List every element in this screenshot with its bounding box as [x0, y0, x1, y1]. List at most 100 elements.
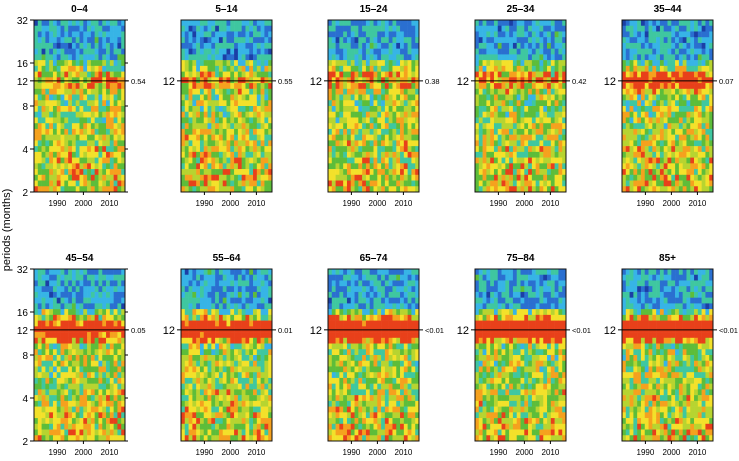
panel-3-heatmap-cell [374, 95, 378, 101]
panel-3-heatmap-cell [385, 106, 389, 112]
panel-5-heatmap-cell [698, 186, 702, 192]
panel-4-heatmap-cell [524, 112, 528, 118]
panel-1-heatmap-cell [49, 31, 53, 37]
panel-1-heatmap-cell [68, 169, 72, 175]
panel-6-heatmap-cell [61, 389, 65, 395]
panel-3-heatmap-cell [396, 54, 400, 60]
panel-3-heatmap-cell [408, 175, 412, 181]
panel-4-heatmap-cell [524, 106, 528, 112]
panel-3-heatmap-cell [396, 146, 400, 152]
panel-4-heatmap-cell [490, 123, 494, 129]
panel-7-heatmap-cell [204, 326, 208, 332]
panel-6-heatmap-cell [68, 412, 72, 418]
panel-2-heatmap-cell [196, 95, 200, 101]
panel-2-heatmap-cell [257, 100, 261, 106]
panel-4-heatmap-cell [528, 66, 532, 72]
panel-2-heatmap-cell [257, 140, 261, 146]
panel-4-heatmap-cell [502, 26, 506, 32]
panel-4-heatmap-cell [532, 158, 536, 164]
panel-3-heatmap-cell [343, 20, 347, 26]
panel-7-heatmap-cell [196, 326, 200, 332]
panel-5-heatmap-cell [690, 89, 694, 95]
panel-1-heatmap-cell [106, 66, 110, 72]
panel-2-heatmap-cell [227, 163, 231, 169]
panel-7-heatmap-cell [189, 372, 193, 378]
panel-6-heatmap-cell [95, 292, 99, 298]
panel-5-heatmap-cell [675, 146, 679, 152]
panel-2-heatmap-cell [204, 117, 208, 123]
panel-6-heatmap-cell [53, 435, 57, 441]
panel-1-heatmap-cell [110, 49, 114, 55]
panel-4-heatmap-cell [524, 83, 528, 89]
panel-1-heatmap-cell [38, 175, 42, 181]
panel-7-heatmap-cell [192, 298, 196, 304]
panel-3-heatmap-cell [408, 37, 412, 43]
panel-3-heatmap-cell [396, 112, 400, 118]
panel-5-heatmap-cell [679, 89, 683, 95]
panel-2-heatmap-cell [238, 175, 242, 181]
panel-7-heatmap-cell [249, 321, 253, 327]
panel-5-heatmap-cell [664, 181, 668, 187]
panel-7-heatmap-cell [257, 280, 261, 286]
panel-7-heatmap-cell [211, 303, 215, 309]
panel-6-heatmap-cell [45, 280, 49, 286]
panel-5-heatmap-cell [660, 123, 664, 129]
panel-3-heatmap-cell [404, 181, 408, 187]
panel-2-heatmap-cell [192, 123, 196, 129]
panel-2-heatmap-cell [208, 146, 212, 152]
panel-5-heatmap-cell [660, 112, 664, 118]
panel-6-heatmap-cell [45, 303, 49, 309]
panel-6-heatmap-cell [95, 321, 99, 327]
panel-7-heatmap-cell [185, 298, 189, 304]
panel-1-heatmap-cell [87, 169, 91, 175]
panel-2-heatmap-cell [223, 60, 227, 66]
panel-2-heatmap-cell [264, 175, 268, 181]
panel-5-heatmap-cell [633, 175, 637, 181]
panel-5-heatmap-cell [686, 123, 690, 129]
panel-1-heatmap-cell [106, 181, 110, 187]
panel-6-heatmap-cell [95, 326, 99, 332]
panel-1-heatmap-cell [72, 89, 76, 95]
panel-4-heatmap-cell [517, 54, 521, 60]
panel-4-heatmap-cell [521, 123, 525, 129]
panel-4-heatmap-cell [490, 89, 494, 95]
panel-2-heatmap-cell [245, 20, 249, 26]
panel-1-heatmap-cell [91, 20, 95, 26]
panel-7-heatmap-cell [215, 321, 219, 327]
panel-2-heatmap-cell [264, 66, 268, 72]
panel-4-heatmap-cell [509, 146, 513, 152]
panel-2-heatmap-cell [223, 135, 227, 141]
panel-2-heatmap-cell [204, 129, 208, 135]
panel-6-heatmap-cell [64, 315, 68, 321]
panel-5-heatmap-cell [675, 112, 679, 118]
panel-6-heatmap-cell [34, 280, 38, 286]
panel-4-heatmap-cell [498, 37, 502, 43]
panel-3-heatmap-cell [377, 31, 381, 37]
panel-5-heatmap-cell [664, 106, 668, 112]
panel-6-heatmap-cell [83, 389, 87, 395]
panel-1-heatmap-cell [114, 60, 118, 66]
panel-3-heatmap-cell [339, 112, 343, 118]
panel-4-heatmap-cell [547, 100, 551, 106]
panel-3-heatmap-cell [400, 37, 404, 43]
panel-2-heatmap-cell [245, 66, 249, 72]
panel-7-heatmap-cell [200, 292, 204, 298]
panel-2-heatmap-cell [208, 186, 212, 192]
panel-3-heatmap-cell [358, 83, 362, 89]
panel-1-heatmap-cell [110, 181, 114, 187]
panel-6-heatmap-cell [53, 384, 57, 390]
panel-4-heatmap-cell [547, 54, 551, 60]
panel-7-heatmap-cell [208, 378, 212, 384]
panel-6-heatmap-cell [57, 309, 61, 315]
panel-5-heatmap-cell [694, 31, 698, 37]
panel-2-heatmap-cell [264, 186, 268, 192]
panel-4-heatmap-cell [543, 175, 547, 181]
panel-1-heatmap-cell [95, 54, 99, 60]
panel-2-heatmap-cell [242, 95, 246, 101]
panel-7-heatmap-cell [219, 332, 223, 338]
panel-3-heatmap-cell [328, 37, 332, 43]
panel-2-heatmap-cell [192, 186, 196, 192]
panel-1-heatmap-cell [87, 72, 91, 78]
panel-6-heatmap-cell [53, 401, 57, 407]
panel-3-heatmap-cell [355, 60, 359, 66]
